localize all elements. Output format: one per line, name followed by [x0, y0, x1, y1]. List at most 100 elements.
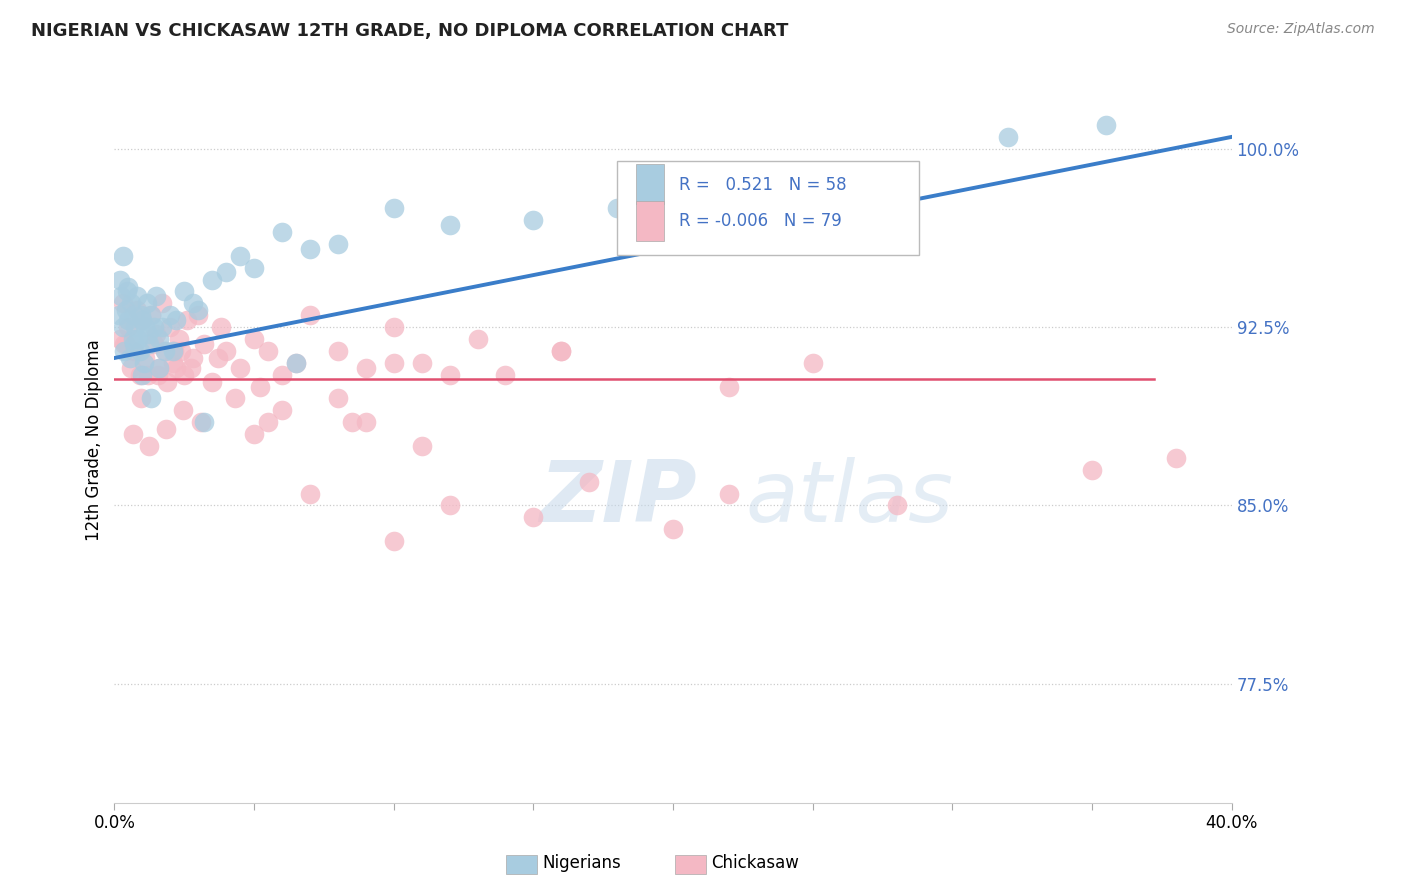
Point [114, 336, 136, 351]
Text: NIGERIAN VS CHICKASAW 12TH GRADE, NO DIPLOMA CORRELATION CHART: NIGERIAN VS CHICKASAW 12TH GRADE, NO DIP… [31, 22, 789, 40]
Point [135, 296, 157, 310]
Text: Nigerians: Nigerians [543, 855, 621, 872]
Point [187, 303, 209, 318]
Point [176, 313, 198, 327]
Point [439, 368, 461, 382]
Point [858, 165, 880, 179]
Point [229, 249, 252, 263]
Point [167, 332, 190, 346]
Point [201, 375, 224, 389]
Point [138, 439, 160, 453]
Point [111, 320, 134, 334]
Point [120, 360, 142, 375]
Point [1081, 463, 1104, 477]
Point [173, 368, 195, 382]
Point [467, 332, 489, 346]
Point [717, 379, 740, 393]
Point [153, 343, 176, 358]
Point [243, 332, 266, 346]
Point [411, 356, 433, 370]
Point [121, 427, 143, 442]
Point [340, 415, 363, 429]
Point [382, 201, 405, 215]
Point [439, 218, 461, 232]
Point [162, 343, 184, 358]
Point [271, 368, 294, 382]
Point [326, 236, 349, 251]
Point [354, 415, 377, 429]
Point [148, 360, 170, 375]
Point [271, 403, 294, 417]
Text: atlas: atlas [745, 457, 953, 540]
Point [181, 296, 204, 310]
Point [120, 296, 142, 310]
Point [129, 308, 152, 322]
Point [717, 486, 740, 500]
Point [495, 368, 517, 382]
Point [148, 360, 170, 375]
Point [180, 360, 202, 375]
FancyBboxPatch shape [636, 201, 664, 241]
Point [115, 285, 138, 299]
Point [165, 360, 187, 375]
Point [138, 336, 160, 351]
Point [121, 332, 143, 346]
Point [122, 308, 145, 322]
Point [170, 343, 193, 358]
Point [181, 351, 204, 365]
Point [150, 320, 173, 334]
Point [117, 320, 139, 334]
Point [159, 320, 181, 334]
Point [128, 368, 150, 382]
Point [190, 415, 212, 429]
Point [131, 313, 153, 327]
Point [382, 534, 405, 549]
Point [136, 368, 159, 382]
Point [224, 392, 246, 406]
Point [285, 356, 308, 370]
Point [209, 320, 232, 334]
Point [243, 427, 266, 442]
Point [550, 343, 572, 358]
Point [207, 351, 229, 365]
Point [215, 265, 238, 279]
Point [145, 289, 167, 303]
Y-axis label: 12th Grade, No Diploma: 12th Grade, No Diploma [86, 339, 103, 541]
Point [606, 201, 628, 215]
Point [142, 320, 165, 334]
Point [163, 343, 186, 358]
Point [111, 296, 134, 310]
Point [662, 522, 685, 536]
Point [522, 510, 544, 524]
Point [257, 415, 280, 429]
Point [173, 285, 195, 299]
Point [107, 308, 129, 322]
Point [354, 360, 377, 375]
Point [257, 343, 280, 358]
Point [172, 403, 194, 417]
Point [139, 392, 162, 406]
Text: Chickasaw: Chickasaw [711, 855, 799, 872]
Point [298, 486, 321, 500]
Point [125, 289, 148, 303]
Text: Source: ZipAtlas.com: Source: ZipAtlas.com [1227, 22, 1375, 37]
Point [146, 368, 169, 382]
Point [134, 351, 156, 365]
Point [249, 379, 271, 393]
Point [114, 303, 136, 318]
Point [125, 303, 148, 318]
Point [193, 415, 215, 429]
Point [165, 313, 187, 327]
Point [326, 343, 349, 358]
Point [522, 213, 544, 227]
Point [298, 308, 321, 322]
Point [717, 178, 740, 192]
Point [110, 289, 132, 303]
Point [162, 356, 184, 370]
Point [298, 242, 321, 256]
Point [155, 422, 177, 436]
Point [243, 260, 266, 275]
Point [159, 308, 181, 322]
Point [215, 343, 238, 358]
Point [111, 249, 134, 263]
